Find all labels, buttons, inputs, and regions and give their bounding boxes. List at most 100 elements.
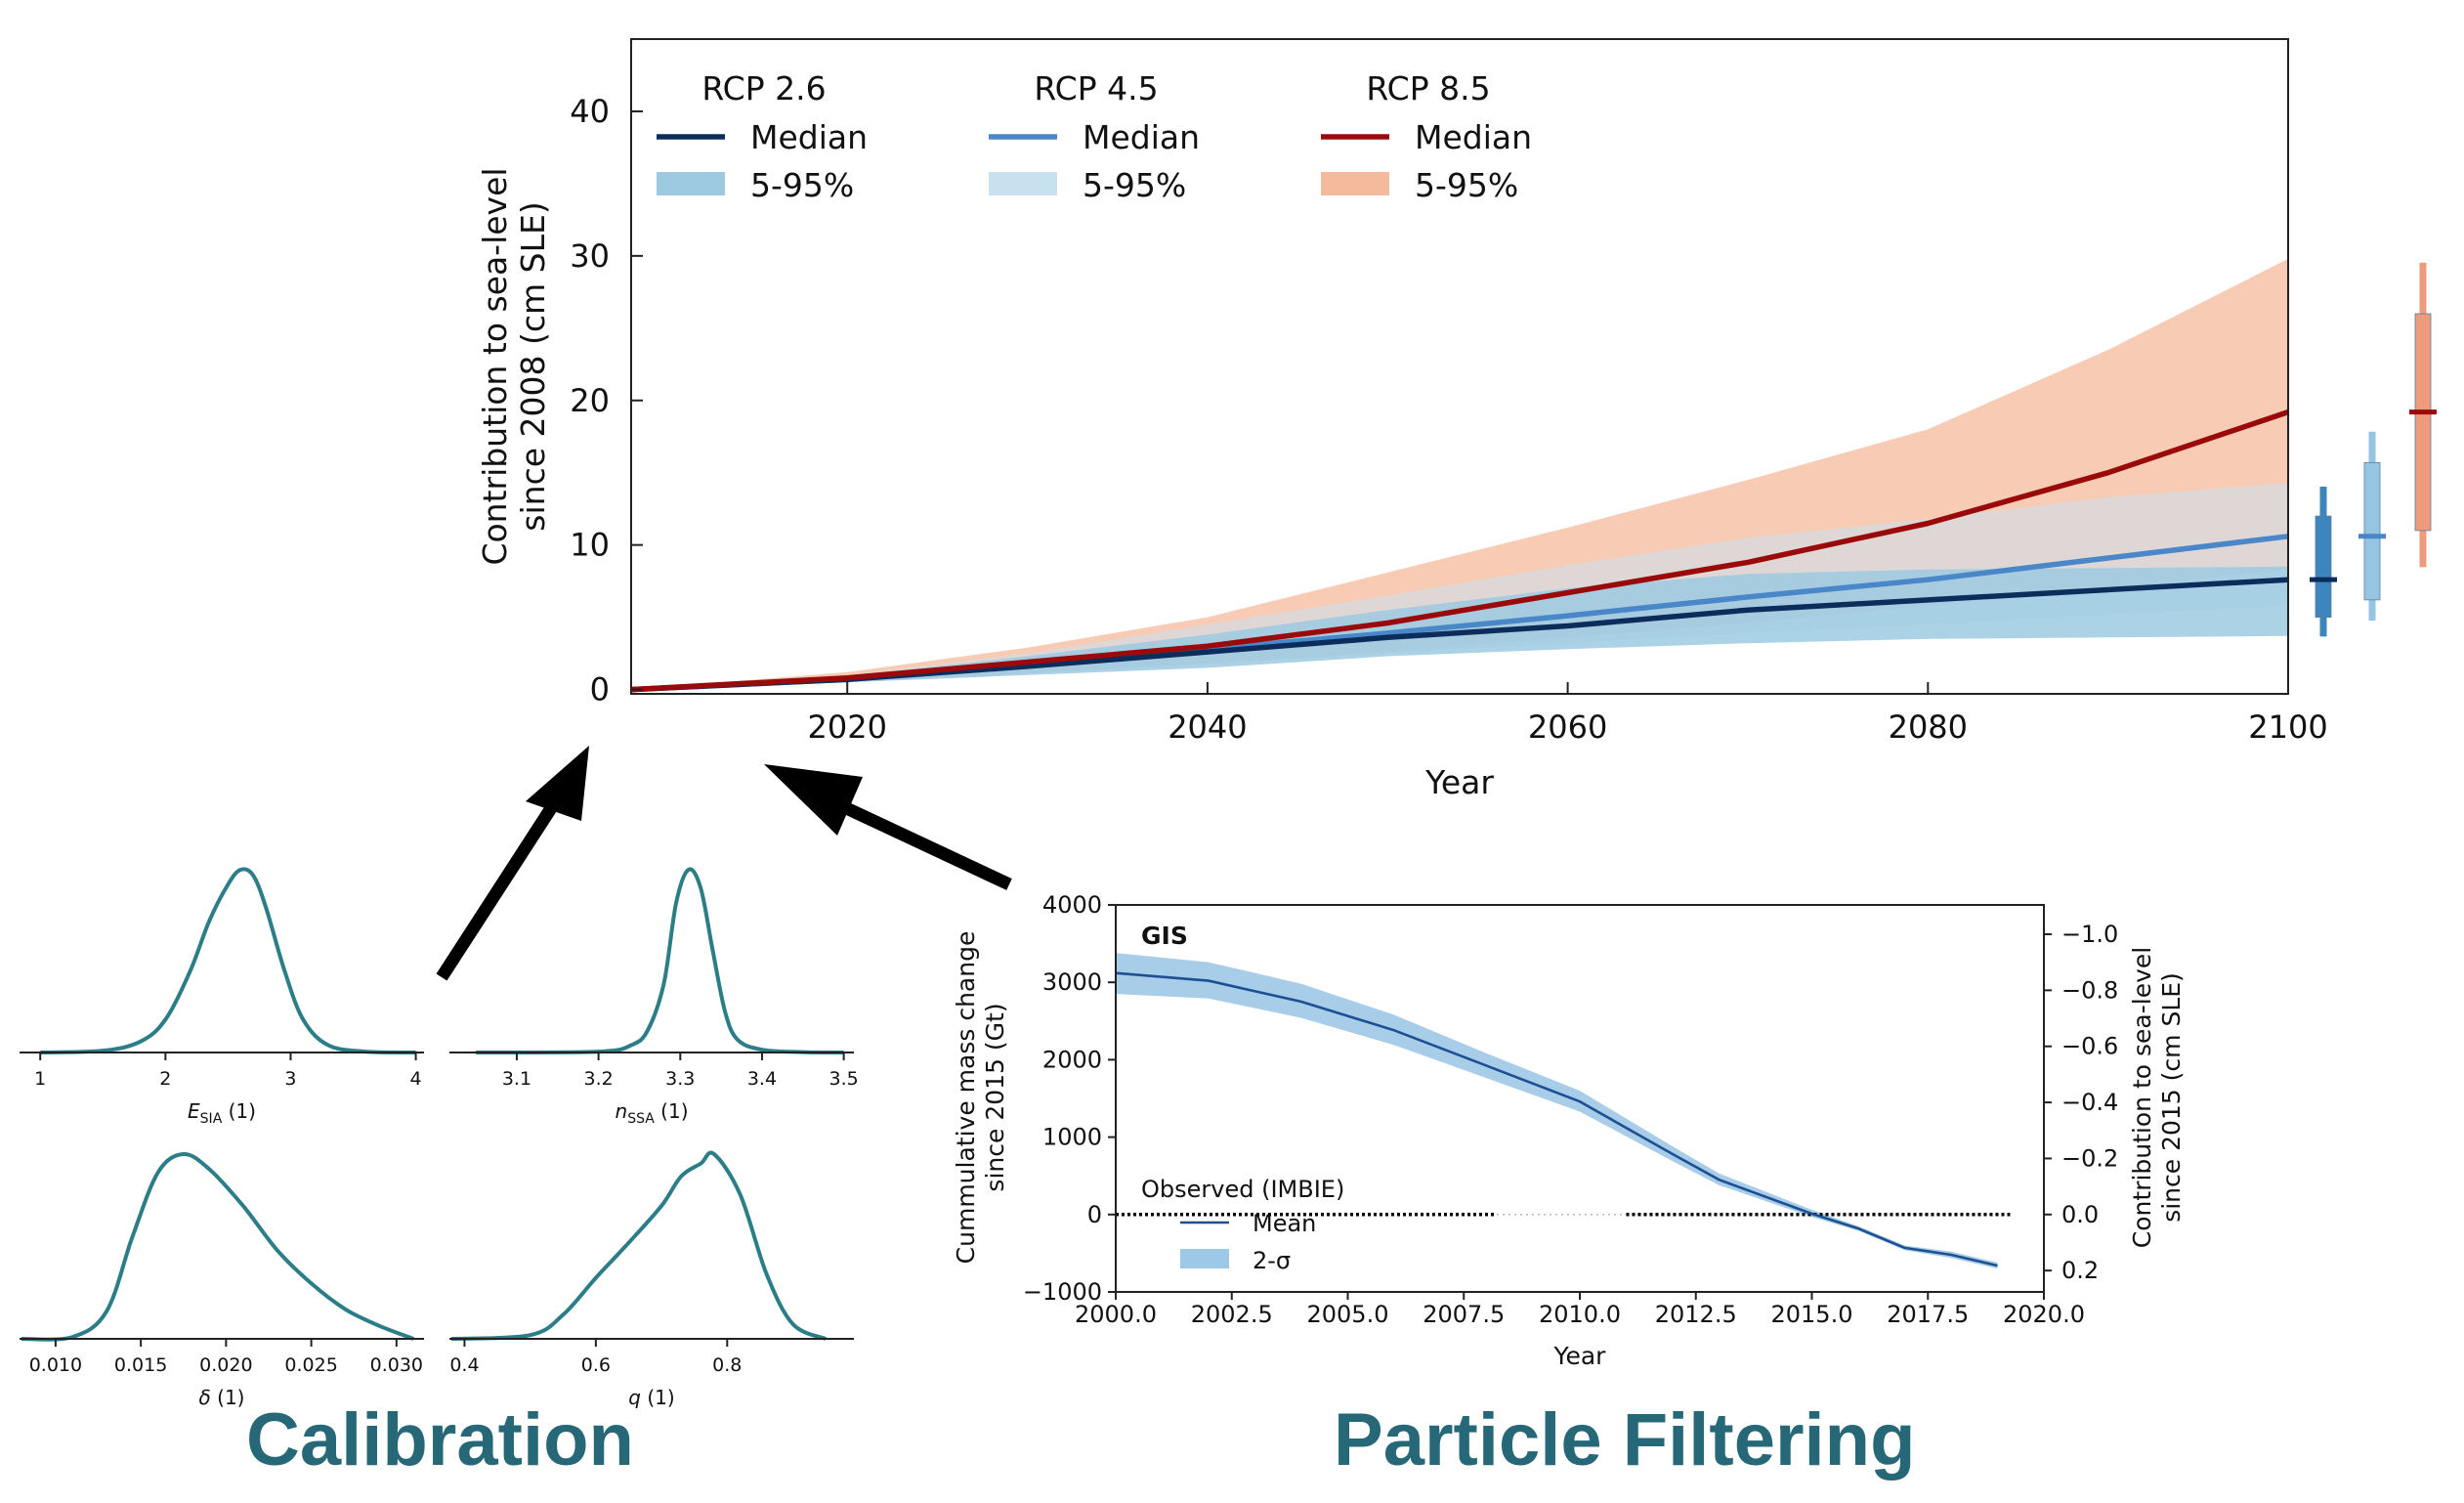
- legend-median-label: Median: [1415, 118, 1532, 156]
- legend-band-swatch: [657, 172, 725, 195]
- legend-band-label: 5-95%: [1415, 166, 1518, 204]
- gis-x-tick-label: 2007.5: [1423, 1301, 1505, 1328]
- projection-y-tick-label: 0: [590, 671, 610, 709]
- legend-title-2: RCP 8.5: [1366, 69, 1490, 107]
- kde-delta-curve: [21, 1151, 415, 1342]
- projection-plot-frame: [630, 38, 2289, 695]
- gis-x-tick-label: 2005.0: [1307, 1301, 1389, 1328]
- gis-observation-chart: 2000.0 2002.5 2005.0 2007.5 2010.0 2012.5 2015…: [952, 891, 2186, 1370]
- median-line-rcp26: [630, 577, 2289, 693]
- kde-delta-tick-label: 0.010: [29, 1354, 82, 1376]
- legend-median-label: Median: [750, 118, 868, 156]
- kde-q-xlabel: q (1): [628, 1386, 674, 1409]
- calibration-posteriors: 1 2 3 4 ESIA (1) 3.1 3.2 3.3 3.4 3.5 nSSA (1) 0.010…: [20, 867, 859, 1409]
- gis-legend-title: Observed (IMBIE): [1141, 1176, 1344, 1203]
- gis-x-tick-label: 2015.0: [1771, 1301, 1853, 1328]
- kde-esia-tick-label: 4: [410, 1068, 422, 1090]
- projection-y-axis-label-line1: Contribution to sea-level: [476, 167, 514, 565]
- gis-title: GIS: [1141, 922, 1188, 950]
- projection-x-tick-label: 2080: [1889, 709, 1968, 746]
- gis-right-axis-label-line2: since 2015 (cm SLE): [2157, 972, 2186, 1223]
- kde-nssa-tick-label: 3.1: [502, 1068, 531, 1090]
- gis-x-tick-label: 2010.0: [1539, 1301, 1621, 1328]
- gis-right-tick-label: −1.0: [2061, 921, 2118, 948]
- particle-filtering-arrow-head: [764, 764, 863, 836]
- legend-band-label: 5-95%: [750, 166, 854, 204]
- boxplot-box: [2363, 461, 2381, 601]
- projection-x-tick-label: 2020: [807, 709, 886, 746]
- gis-y-tick-label: 4000: [1042, 891, 1102, 919]
- gis-right-axis-label-line1: Contribution to sea-level: [2128, 947, 2156, 1248]
- boxplot-box: [2414, 313, 2432, 532]
- projection-x-tick-label: 2040: [1168, 709, 1247, 746]
- kde-nssa-tick-label: 3.4: [747, 1068, 777, 1090]
- kde-esia-tick-label: 1: [34, 1068, 46, 1090]
- kde-delta-tick-label: 0.025: [284, 1354, 337, 1376]
- gis-y-tick-label: 3000: [1042, 968, 1102, 996]
- gis-x-tick-label: 2017.5: [1887, 1301, 1969, 1328]
- gis-y-tick-label: 2000: [1042, 1046, 1102, 1073]
- kde-q-panel: 0.4 0.6 0.8 q (1): [449, 1150, 854, 1409]
- boxplot-box: [2315, 515, 2332, 619]
- gis-right-tick-label: −0.4: [2061, 1089, 2118, 1116]
- kde-q-curve: [450, 1150, 827, 1341]
- legend-title-0: RCP 2.6: [701, 69, 826, 107]
- kde-q-tick-label: 0.4: [449, 1354, 479, 1376]
- gis-y-tick-label: 1000: [1042, 1124, 1102, 1151]
- flow-arrows: [436, 746, 1012, 981]
- projection-y-axis-label-line2: since 2008 (cm SLE): [514, 201, 552, 531]
- projection-x-axis-label: Year: [1424, 763, 1494, 801]
- kde-delta-panel: 0.010 0.015 0.020 0.025 0.030 δ (1): [20, 1151, 424, 1409]
- gis-2sigma-band: [1116, 953, 1998, 1269]
- kde-nssa-xlabel: nSSA (1): [616, 1099, 689, 1127]
- gis-x-tick-label: 2000.0: [1075, 1301, 1157, 1328]
- gis-y-tick-label: 0: [1087, 1201, 1102, 1228]
- kde-delta-tick-label: 0.020: [199, 1354, 252, 1376]
- legend-band-swatch: [1321, 172, 1389, 195]
- calibration-arrow-head: [526, 746, 589, 821]
- gis-right-tick-label: 0.2: [2061, 1257, 2099, 1284]
- gis-x-tick-label: 2012.5: [1655, 1301, 1737, 1328]
- projection-y-tick-label: 40: [570, 93, 610, 130]
- legend-median-label: Median: [1083, 118, 1200, 156]
- projection-x-tick-label: 2060: [1528, 709, 1607, 746]
- projection-y-tick-label: 10: [570, 527, 610, 564]
- gis-x-axis-label: Year: [1553, 1342, 1607, 1370]
- kde-q-tick-label: 0.6: [581, 1354, 611, 1376]
- gis-y-tick-label: −1000: [1023, 1278, 1102, 1306]
- kde-esia-panel: 1 2 3 4 ESIA (1): [20, 867, 424, 1127]
- projection-chart: 2020 2040 2060 2080 2100 0 10 20 30 40 RCP 2.6 Med…: [476, 38, 2437, 801]
- kde-esia-tick-label: 2: [159, 1068, 171, 1090]
- legend-band-label: 5-95%: [1083, 166, 1186, 204]
- projection-x-tick-label: 2100: [2248, 709, 2327, 746]
- kde-nssa-curve: [476, 867, 844, 1054]
- kde-nssa-tick-label: 3.2: [584, 1068, 614, 1090]
- legend-band-swatch: [989, 172, 1057, 195]
- projection-y-tick-label: 20: [570, 382, 610, 419]
- kde-delta-xlabel: δ (1): [199, 1386, 245, 1409]
- kde-nssa-tick-label: 3.3: [665, 1068, 695, 1090]
- kde-delta-tick-label: 0.030: [370, 1354, 423, 1376]
- gis-legend-band-swatch: [1180, 1249, 1229, 1268]
- calibration-label: Calibration: [246, 1398, 634, 1482]
- kde-nssa-tick-label: 3.5: [829, 1068, 859, 1090]
- particle-filtering-label: Particle Filtering: [1334, 1398, 1916, 1482]
- gis-right-tick-label: −0.6: [2061, 1033, 2118, 1060]
- kde-q-tick-label: 0.8: [712, 1354, 742, 1376]
- kde-esia-tick-label: 3: [284, 1068, 296, 1090]
- kde-esia-xlabel: ESIA (1): [188, 1099, 256, 1127]
- gis-legend-band-label: 2-σ: [1253, 1247, 1291, 1274]
- kde-nssa-panel: 3.1 3.2 3.3 3.4 3.5 nSSA (1): [449, 867, 859, 1127]
- gis-legend-mean-label: Mean: [1253, 1210, 1316, 1237]
- gis-right-tick-label: −0.8: [2061, 976, 2118, 1004]
- gis-mean-line: [1115, 971, 1998, 1267]
- gis-y-axis-label-line1: Cummulative mass change: [952, 931, 980, 1265]
- kde-delta-tick-label: 0.015: [114, 1354, 167, 1376]
- gis-x-tick-label: 2020.0: [2003, 1301, 2085, 1328]
- legend-title-1: RCP 4.5: [1034, 69, 1158, 107]
- gis-y-axis-label-line2: since 2015 (Gt): [981, 1003, 1009, 1191]
- median-line-rcp85: [630, 408, 2289, 693]
- kde-esia-curve: [40, 867, 416, 1054]
- gis-right-tick-label: −0.2: [2061, 1144, 2118, 1172]
